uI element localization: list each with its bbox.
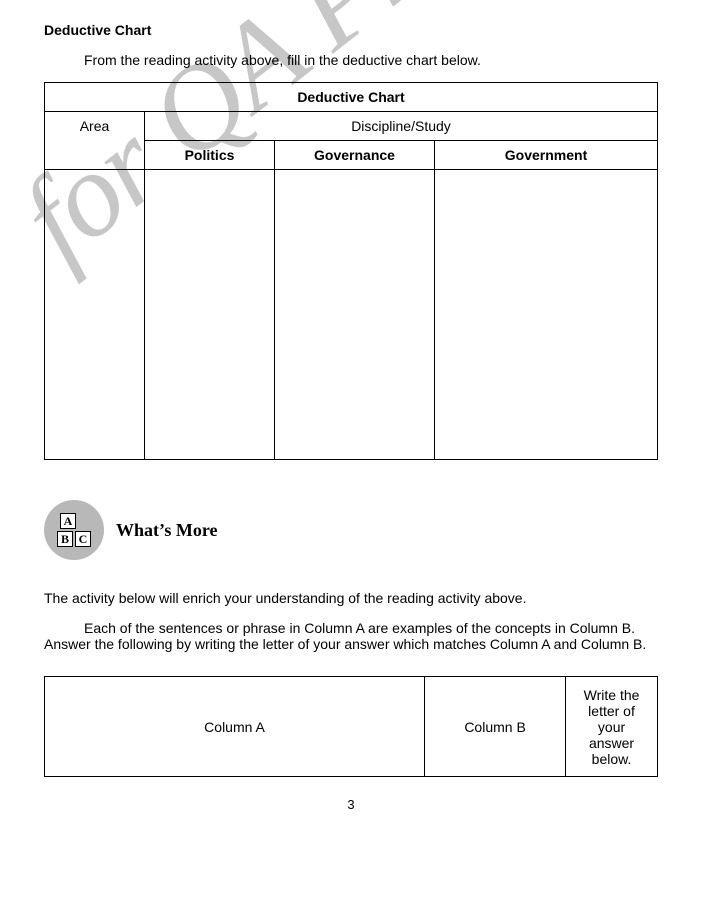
letter-c-icon: C [75, 531, 91, 547]
deductive-chart-table: Deductive Chart Area Discipline/Study Po… [44, 82, 658, 460]
chart-title-cell: Deductive Chart [45, 83, 658, 112]
col-government-header: Government [435, 141, 658, 170]
column-c-header: Write the letter of your answer below. [566, 677, 658, 777]
col-governance-header: Governance [275, 141, 435, 170]
discipline-header-cell: Discipline/Study [145, 112, 658, 141]
col-politics-header: Politics [145, 141, 275, 170]
abc-icon: A B C [44, 500, 104, 560]
government-cell[interactable] [435, 170, 658, 460]
activity-instructions: Each of the sentences or phrase in Colum… [44, 620, 658, 652]
intro-text: From the reading activity above, fill in… [84, 52, 658, 68]
whats-more-title: What’s More [116, 520, 217, 541]
chart-data-row [45, 170, 658, 460]
area-header-cell: Area [45, 112, 145, 170]
column-b-header: Column B [425, 677, 566, 777]
area-cell[interactable] [45, 170, 145, 460]
activity-intro: The activity below will enrich your unde… [44, 590, 658, 606]
letter-a-icon: A [60, 513, 76, 529]
abc-row-2: B C [57, 531, 91, 547]
governance-cell[interactable] [275, 170, 435, 460]
section-title: Deductive Chart [44, 22, 658, 38]
politics-cell[interactable] [145, 170, 275, 460]
whats-more-header: A B C What’s More [44, 500, 658, 560]
page-content: Deductive Chart From the reading activit… [44, 22, 658, 812]
letter-b-icon: B [57, 531, 73, 547]
column-a-header: Column A [45, 677, 425, 777]
column-matching-table: Column A Column B Write the letter of yo… [44, 676, 658, 777]
abc-row-1: A [56, 513, 92, 529]
page-number: 3 [44, 797, 658, 812]
